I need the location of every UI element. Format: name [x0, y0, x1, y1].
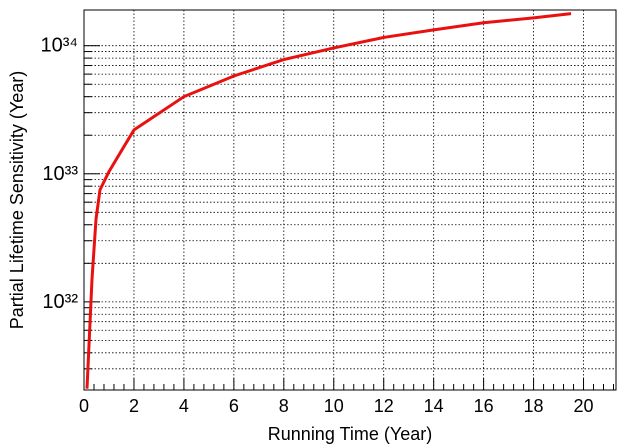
- y-axis-label: Partial Lifetime Sensitivity (Year): [7, 71, 27, 329]
- x-tick-label: 0: [79, 396, 89, 416]
- x-tick-label: 20: [574, 396, 594, 416]
- data-line: [85, 12, 572, 389]
- x-tick-label: 18: [524, 396, 544, 416]
- x-tick-label: 4: [179, 396, 189, 416]
- x-tick-label: 14: [424, 396, 444, 416]
- y-tick-label: 10³³: [42, 163, 78, 185]
- y-tick-label: 10³²: [42, 291, 78, 313]
- x-tick-label: 10: [324, 396, 344, 416]
- x-tick-label: 16: [474, 396, 494, 416]
- x-tick-label: 12: [374, 396, 394, 416]
- x-tick-label: 2: [129, 396, 139, 416]
- x-tick-label: 8: [279, 396, 289, 416]
- y-tick-label: 10³⁴: [41, 35, 79, 57]
- x-axis-label: Running Time (Year): [268, 424, 432, 444]
- plot-frame: [83, 9, 617, 391]
- x-tick-label: 6: [229, 396, 239, 416]
